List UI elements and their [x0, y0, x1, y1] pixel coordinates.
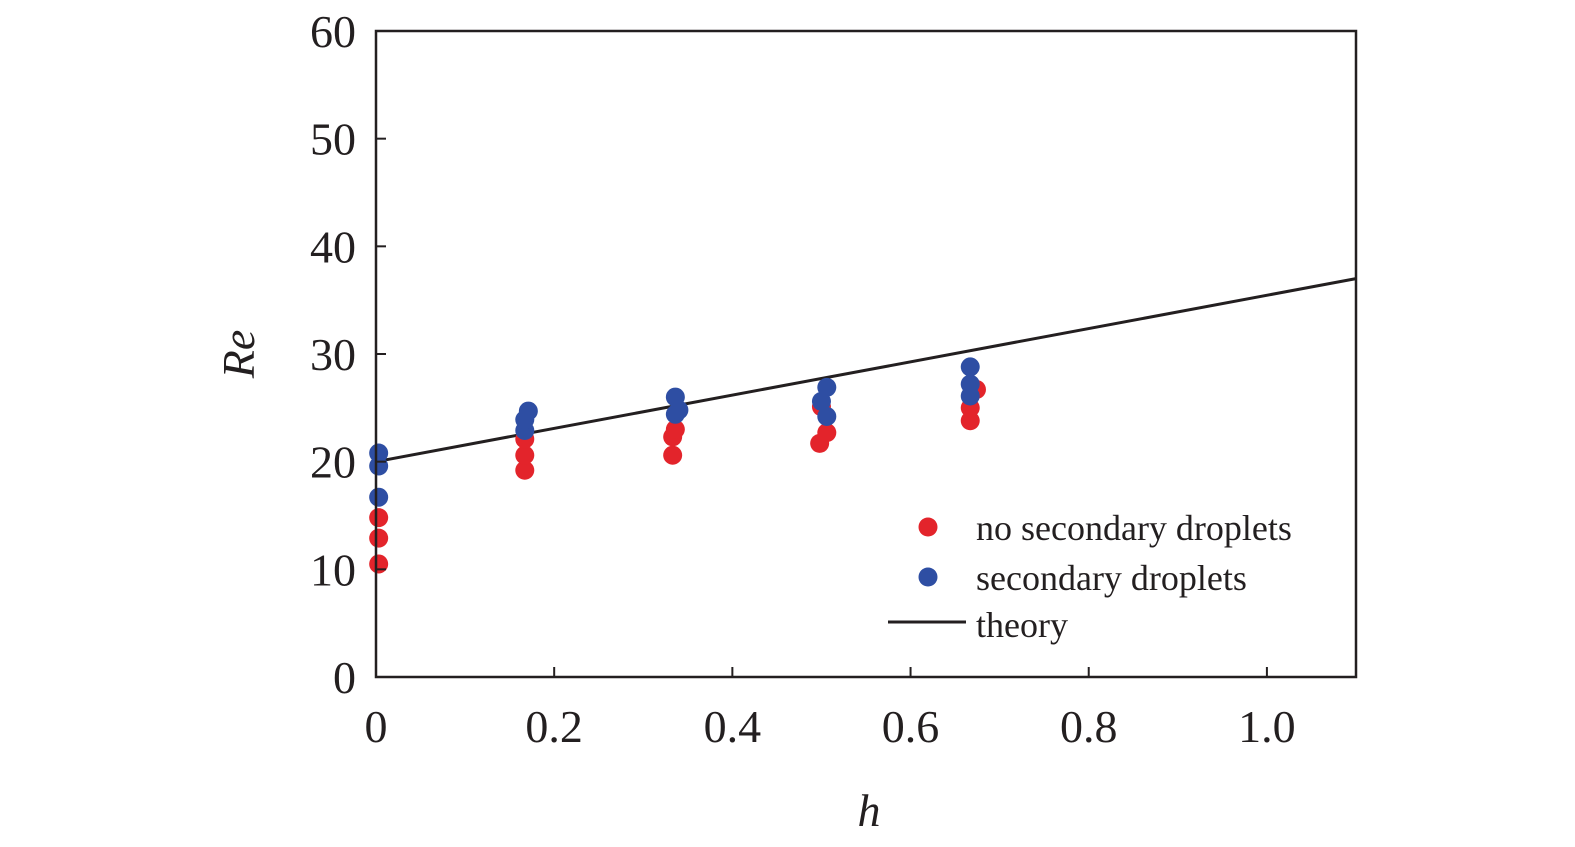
data-point — [817, 423, 837, 443]
data-point — [960, 357, 980, 377]
x-tick-label: 0 — [365, 701, 388, 752]
legend-label: secondary droplets — [976, 558, 1247, 598]
data-point — [817, 377, 837, 397]
x-tick-label: 0.8 — [1060, 701, 1118, 752]
x-tick-label: 0.4 — [704, 701, 762, 752]
data-point — [369, 443, 389, 463]
y-tick-label: 0 — [333, 652, 356, 703]
y-tick-label: 60 — [310, 6, 356, 57]
y-axis-title: Re — [213, 330, 264, 380]
x-tick-label: 1.0 — [1238, 701, 1296, 752]
data-point — [665, 419, 685, 439]
data-point — [665, 387, 685, 407]
y-tick-label: 20 — [310, 437, 356, 488]
theory-line — [375, 277, 1357, 464]
data-point — [518, 401, 538, 421]
data-point — [515, 460, 535, 480]
x-axis-title: h — [858, 785, 881, 836]
data-point — [369, 554, 389, 574]
x-tick-label: 0.6 — [882, 701, 940, 752]
y-tick-label: 30 — [310, 329, 356, 380]
data-point — [663, 445, 683, 465]
plot-area — [369, 277, 1357, 574]
legend: no secondary droplets secondary droplets t… — [888, 508, 1292, 645]
legend-label: no secondary droplets — [976, 508, 1292, 548]
data-point — [960, 374, 980, 394]
data-point — [515, 445, 535, 465]
x-tick-label: 0.2 — [525, 701, 583, 752]
legend-marker — [918, 517, 938, 537]
data-point — [369, 508, 389, 528]
data-point — [369, 487, 389, 507]
legend-marker — [918, 567, 938, 587]
data-point — [817, 406, 837, 426]
series-secondary-droplets — [369, 357, 980, 507]
y-tick-label: 10 — [310, 544, 356, 595]
y-tick-label: 50 — [310, 114, 356, 165]
legend-label: theory — [976, 605, 1068, 645]
y-tick-label: 40 — [310, 221, 356, 272]
data-point — [369, 528, 389, 548]
axes: 0 10 20 30 40 50 60 0 0.2 0.4 0.6 0.8 1.0 h Re — [213, 6, 1358, 836]
